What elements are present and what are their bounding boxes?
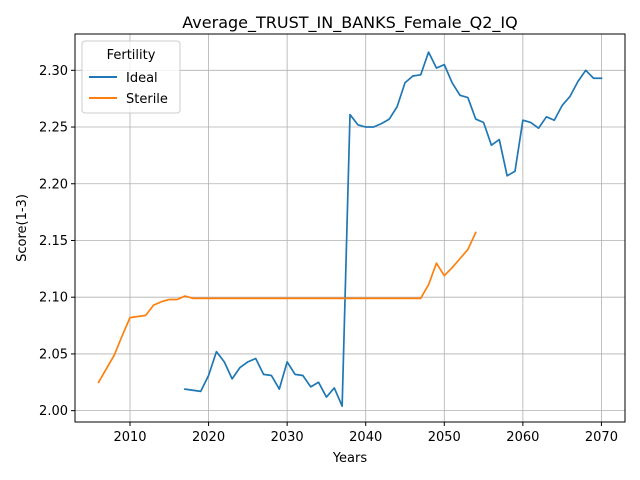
legend-label-sterile: Sterile — [126, 92, 168, 107]
x-tick-label: 2050 — [428, 430, 461, 445]
y-tick-label: 2.05 — [39, 347, 68, 362]
chart-title: Average_TRUST_IN_BANKS_Female_Q2_IQ — [182, 13, 517, 33]
x-tick-label: 2020 — [192, 430, 225, 445]
x-tick-label: 2030 — [271, 430, 304, 445]
y-axis-label: Score(1-3) — [15, 194, 30, 262]
x-axis-ticks: 2010 2020 2030 2040 2050 2060 2070 — [113, 422, 618, 445]
y-tick-label: 2.00 — [39, 404, 68, 419]
y-tick-label: 2.20 — [39, 177, 68, 192]
y-tick-label: 2.30 — [39, 64, 68, 79]
y-tick-label: 2.15 — [39, 234, 68, 249]
legend-box — [81, 40, 181, 114]
y-axis-ticks: 2.00 2.05 2.10 2.15 2.20 2.25 2.30 — [39, 64, 75, 419]
y-tick-label: 2.10 — [39, 291, 68, 306]
legend-title: Fertility — [107, 48, 156, 63]
series-line-sterile — [97, 231, 477, 384]
plot-frame — [74, 33, 626, 423]
x-tick-label: 2070 — [585, 430, 618, 445]
series-layer — [97, 51, 603, 407]
y-tick-label: 2.25 — [39, 121, 68, 136]
series-line-ideal — [184, 51, 603, 407]
x-tick-label: 2040 — [349, 430, 382, 445]
legend: Fertility Ideal Sterile — [81, 40, 181, 114]
legend-label-ideal: Ideal — [126, 71, 158, 86]
x-tick-label: 2060 — [506, 430, 539, 445]
x-tick-label: 2010 — [113, 430, 146, 445]
x-axis-label: Years — [332, 451, 368, 466]
grid-lines — [75, 34, 625, 422]
